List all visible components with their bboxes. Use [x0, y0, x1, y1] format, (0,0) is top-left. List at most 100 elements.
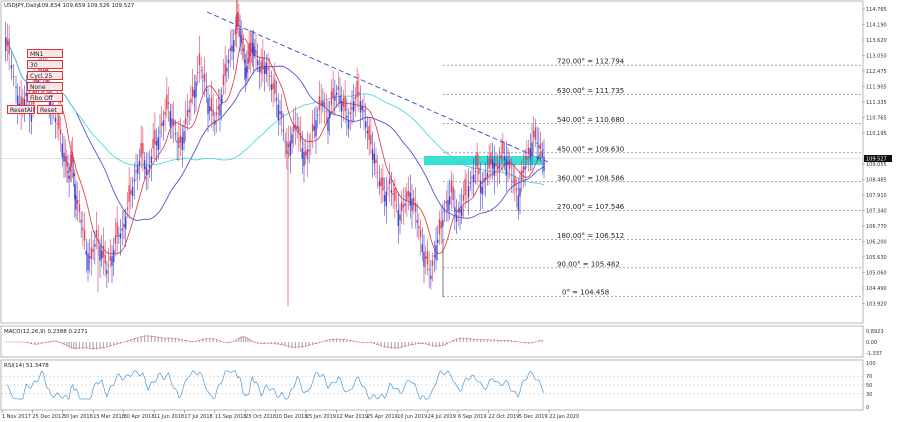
cycle-button-2[interactable]: 30 [27, 60, 63, 69]
macd-bar [383, 342, 386, 348]
macd-bar [92, 342, 94, 350]
candle-body [270, 84, 273, 90]
macd-bar [209, 338, 211, 343]
cycle-button-3[interactable]: Cycl.25 [27, 71, 63, 80]
candle-body [155, 140, 158, 146]
macd-bar [212, 338, 214, 343]
candle-body [135, 170, 137, 173]
macd-bar [233, 341, 235, 343]
candle-body [313, 125, 315, 131]
reset-button[interactable]: Reset [37, 105, 63, 114]
macd-bar [339, 338, 341, 343]
candle-body [534, 127, 537, 140]
price-tick-label: 105.630 [866, 255, 887, 261]
candle-body [335, 92, 338, 96]
candle-body [536, 142, 538, 144]
macd-bar [411, 342, 413, 346]
candle-body [498, 164, 501, 169]
candle-body [517, 195, 519, 211]
candle-body [368, 125, 370, 140]
candle-body [467, 186, 470, 198]
candle-body [401, 202, 403, 211]
time-tick-label: 22 Oct 2019 [488, 414, 519, 420]
fib-level-label: 450.00° = 109.630 [557, 145, 624, 153]
rsi-line [1, 370, 862, 400]
candle-body [25, 92, 27, 97]
candle-body [215, 112, 218, 115]
macd-bar [78, 342, 81, 349]
macd-bar [287, 342, 290, 348]
candle-body [505, 159, 507, 176]
candle-body [421, 244, 423, 252]
candle-body [365, 121, 367, 128]
candle-body [430, 275, 432, 280]
candle-body [73, 173, 75, 177]
ma-mid-line [5, 37, 545, 221]
macd-bar [270, 342, 273, 344]
candle-body [277, 104, 279, 121]
time-tick-label: 11 Jun 2018 [154, 414, 184, 420]
candle-body [342, 97, 345, 107]
candle-body [479, 180, 482, 193]
fib-level-label: 0° = 104.458 [562, 289, 609, 297]
candle-body [299, 132, 302, 141]
time-tick-label: 22 Jan 2020 [549, 414, 579, 420]
macd-bar [171, 337, 173, 343]
macd-bar [527, 342, 530, 344]
candle-body [205, 89, 207, 92]
time-tick-label: 24 Jul 2019 [428, 414, 456, 420]
macd-bar [373, 342, 375, 344]
price-tick-label: 113.050 [866, 54, 887, 60]
candle-body [68, 175, 70, 179]
macd-bar [68, 342, 70, 348]
macd-axis: 0.8923 0.00 -1.337 [866, 329, 884, 357]
macd-bar [370, 342, 372, 343]
candle-body [167, 102, 170, 104]
candle-body [454, 207, 456, 213]
macd-bar [301, 342, 303, 348]
macd-bar [178, 338, 180, 343]
macd-bar [161, 337, 163, 343]
macd-bar [251, 341, 254, 343]
candle-body [137, 164, 139, 174]
candle-body [258, 66, 261, 72]
macd-tick-label: -1.337 [866, 351, 882, 357]
candle-body [428, 268, 430, 271]
fibo-toggle-button[interactable]: Fibo Off [27, 93, 63, 102]
macd-bar [140, 336, 142, 343]
macd-bar [445, 342, 447, 345]
macd-signal-line [5, 335, 543, 350]
candle-body [169, 111, 171, 127]
macd-bar [249, 339, 251, 343]
time-tick-label: 17 Jul 2018 [184, 414, 212, 420]
candle-body [383, 195, 386, 202]
candle-body [174, 133, 177, 135]
candle-body [296, 125, 298, 129]
macd-bar [291, 342, 293, 348]
fib-level-label: 360.00° = 108.586 [557, 174, 625, 182]
candle-body [538, 145, 540, 148]
candle-body [229, 47, 231, 52]
macd-bar [507, 340, 509, 343]
macd-bar [473, 339, 475, 343]
candle-body [106, 270, 108, 275]
cycle-button-1[interactable]: MN1 [27, 49, 63, 58]
price-tick-label: 109.055 [866, 162, 887, 168]
cycle-button-4[interactable]: None [27, 82, 63, 91]
candle-body [195, 81, 197, 98]
candle-body [334, 95, 336, 101]
macd-bar [332, 339, 334, 343]
macd-bar [85, 342, 87, 349]
candle-body [529, 148, 531, 159]
macd-label: MACD(12,26,9) 0.2388 0.2271 [4, 329, 88, 335]
candle-body [130, 190, 132, 195]
candle-body [254, 50, 256, 52]
price-axis: 114.765 114.190 113.620 113.050 112.475 111.9… [862, 7, 887, 308]
reset-all-button[interactable]: ResetAll [7, 105, 35, 114]
candle-body [469, 182, 471, 184]
candle-body [435, 245, 437, 260]
macd-bar [219, 340, 221, 343]
fib-levels: 720.00° = 112.794 630.00° = 111.735 540.00… [443, 58, 862, 297]
candle-body [445, 201, 447, 204]
candle-body [462, 194, 465, 201]
